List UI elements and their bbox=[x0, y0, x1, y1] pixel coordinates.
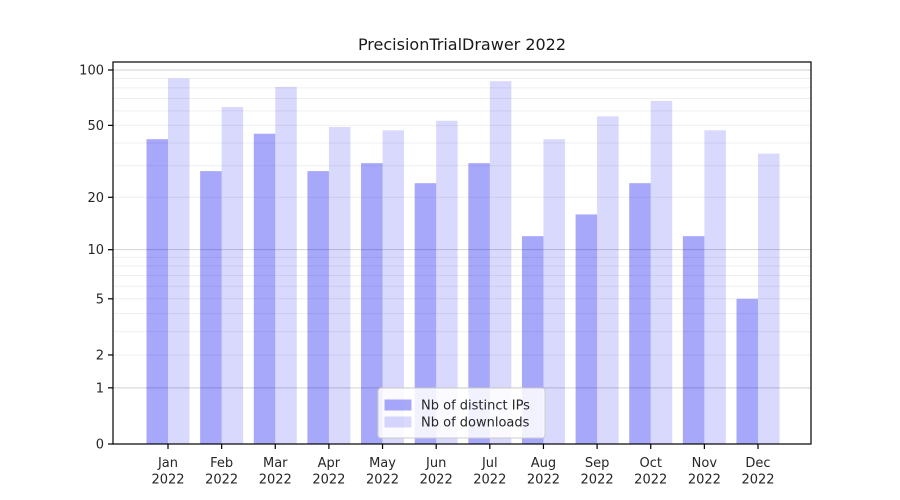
bar-jun-distinct-ips bbox=[414, 183, 437, 444]
legend-swatch-distinct-ips bbox=[384, 399, 412, 411]
x-tick-label: Nov 2022 bbox=[688, 456, 721, 488]
bar-mar-distinct-ips bbox=[253, 133, 276, 444]
y-tick-label: 50 bbox=[87, 119, 104, 134]
bar-jan-downloads bbox=[168, 78, 190, 445]
y-tick-label: 1 bbox=[96, 381, 104, 396]
x-tick-label: Dec 2022 bbox=[741, 456, 774, 488]
chart-title: PrecisionTrialDrawer 2022 bbox=[357, 35, 567, 54]
y-tick-label: 10 bbox=[87, 243, 104, 258]
bar-dec-distinct-ips bbox=[736, 298, 758, 444]
bar-jul-distinct-ips bbox=[468, 163, 490, 444]
legend-label-downloads: Nb of downloads bbox=[421, 416, 530, 431]
y-tick-label: 2 bbox=[96, 348, 104, 363]
bar-apr-distinct-ips bbox=[307, 171, 329, 444]
y-tick-label: 0 bbox=[96, 438, 104, 453]
axes-frame bbox=[112, 61, 812, 445]
x-tick-label: Jun 2022 bbox=[420, 456, 453, 488]
legend-label-distinct-ips: Nb of distinct IPs bbox=[421, 399, 530, 414]
x-tick-label: Apr 2022 bbox=[312, 456, 345, 488]
y-tick-label: 100 bbox=[79, 64, 104, 79]
x-tick-label: Jan 2022 bbox=[151, 456, 184, 488]
bar-aug-downloads bbox=[543, 139, 565, 444]
bar-oct-distinct-ips bbox=[629, 183, 651, 444]
bar-may-downloads bbox=[382, 130, 405, 445]
bar-feb-distinct-ips bbox=[200, 171, 222, 444]
bar-sep-distinct-ips bbox=[575, 214, 598, 444]
legend-swatch-downloads bbox=[384, 416, 412, 428]
bar-feb-downloads bbox=[221, 106, 244, 444]
bar-jul-downloads bbox=[489, 81, 512, 444]
bar-jun-downloads bbox=[436, 120, 458, 444]
bar-mar-downloads bbox=[275, 86, 297, 444]
x-tick-label: Mar 2022 bbox=[259, 456, 292, 488]
bar-nov-downloads bbox=[704, 130, 726, 445]
bar-dec-downloads bbox=[758, 153, 780, 445]
y-tick-label: 5 bbox=[96, 292, 104, 307]
bar-apr-downloads bbox=[328, 126, 351, 444]
y-tick-label: 20 bbox=[87, 191, 104, 206]
bar-may-distinct-ips bbox=[361, 163, 383, 444]
x-tick-label: Aug 2022 bbox=[527, 456, 560, 488]
bar-sep-downloads bbox=[597, 116, 619, 445]
bar-jan-distinct-ips bbox=[146, 139, 168, 444]
legend-box bbox=[377, 387, 546, 439]
x-tick-label: Feb 2022 bbox=[205, 456, 238, 488]
bar-oct-downloads bbox=[650, 100, 673, 445]
x-tick-label: Jul 2022 bbox=[473, 456, 506, 488]
x-tick-label: May 2022 bbox=[366, 456, 399, 488]
x-tick-label: Sep 2022 bbox=[581, 456, 614, 488]
x-tick-label: Oct 2022 bbox=[634, 456, 667, 488]
bar-nov-distinct-ips bbox=[682, 236, 705, 444]
